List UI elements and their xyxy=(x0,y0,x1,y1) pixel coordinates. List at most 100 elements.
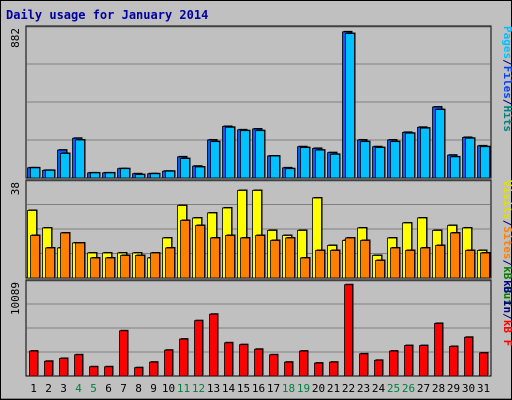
bar-kb-f-day-9 xyxy=(149,361,158,377)
bar-files-day-27 xyxy=(420,127,430,179)
panel-top-legend-item: / xyxy=(501,59,512,66)
bar-files-day-24 xyxy=(375,147,385,179)
bar-files-day-31 xyxy=(480,146,490,179)
x-tick-label-28: 28 xyxy=(432,382,445,395)
bar-kb-f-day-5 xyxy=(89,366,98,377)
bar-sites-day-15 xyxy=(240,237,250,279)
x-tick-label-23: 23 xyxy=(357,382,370,395)
bar-sites-day-23 xyxy=(360,240,370,279)
bar-files-day-7 xyxy=(120,168,130,179)
bar-kb-f-day-14 xyxy=(224,342,233,377)
x-tick-label-1: 1 xyxy=(30,382,37,395)
x-tick-label-3: 3 xyxy=(60,382,67,395)
x-tick-label-16: 16 xyxy=(252,382,265,395)
bar-kb-f-day-1 xyxy=(29,350,38,377)
bar-kb-f-day-20 xyxy=(314,362,323,377)
bar-sites-day-5 xyxy=(90,257,100,279)
x-tick-label-10: 10 xyxy=(162,382,175,395)
bar-sites-day-29 xyxy=(450,232,460,279)
x-tick-label-12: 12 xyxy=(192,382,205,395)
bar-kb-f-day-6 xyxy=(104,366,113,377)
x-tick-label-22: 22 xyxy=(342,382,355,395)
x-tick-label-24: 24 xyxy=(372,382,386,395)
bar-sites-day-18 xyxy=(285,237,295,279)
x-tick-label-4: 4 xyxy=(75,382,82,395)
bar-sites-day-22 xyxy=(345,237,355,279)
bar-files-day-21 xyxy=(330,153,340,179)
bar-files-day-18 xyxy=(285,168,295,179)
bar-sites-day-11 xyxy=(180,220,190,279)
panel-top-ymax-label: 882 xyxy=(9,28,22,48)
panel-bottom-legend: kB In/kB F xyxy=(501,280,512,346)
bar-files-day-14 xyxy=(225,126,235,179)
panel-top-legend-item: Hits xyxy=(501,106,512,133)
bar-sites-day-6 xyxy=(105,257,115,279)
bar-sites-day-12 xyxy=(195,225,205,279)
bar-files-day-11 xyxy=(180,158,190,179)
bar-sites-day-14 xyxy=(225,235,235,279)
bar-files-day-25 xyxy=(390,141,400,179)
x-tick-label-8: 8 xyxy=(135,382,142,395)
panel-top-legend: Pages/Files/Hits xyxy=(501,26,512,132)
x-tick-label-9: 9 xyxy=(150,382,157,395)
x-tick-label-26: 26 xyxy=(402,382,415,395)
bar-files-day-3 xyxy=(60,153,70,179)
bar-kb-f-day-24 xyxy=(374,359,383,377)
bar-files-day-20 xyxy=(315,149,325,179)
x-tick-label-6: 6 xyxy=(105,382,112,395)
x-tick-label-29: 29 xyxy=(447,382,460,395)
bar-files-day-15 xyxy=(240,130,250,179)
panel-top-legend-item: Files xyxy=(501,66,512,99)
bar-files-day-13 xyxy=(210,141,220,179)
chart-title: Daily usage for January 2014 xyxy=(6,8,208,22)
bar-files-day-28 xyxy=(435,109,445,179)
x-tick-label-11: 11 xyxy=(177,382,190,395)
bar-sites-day-28 xyxy=(435,245,445,279)
bar-sites-day-10 xyxy=(165,247,175,279)
panel-middle-legend: Visits/Sites/kB Out xyxy=(501,180,512,306)
panel-middle-legend-item: / xyxy=(501,220,512,227)
bar-files-day-29 xyxy=(450,156,460,179)
x-tick-label-14: 14 xyxy=(222,382,236,395)
bar-sites-day-3 xyxy=(60,232,70,279)
x-tick-label-5: 5 xyxy=(90,382,97,395)
x-tick-label-7: 7 xyxy=(120,382,127,395)
bar-kb-f-day-25 xyxy=(389,350,398,377)
bar-kb-f-day-4 xyxy=(74,354,83,377)
bar-files-day-4 xyxy=(75,139,85,179)
x-tick-label-30: 30 xyxy=(462,382,475,395)
bar-sites-day-19 xyxy=(300,257,310,279)
bar-sites-day-9 xyxy=(150,252,160,279)
bar-files-day-16 xyxy=(255,130,265,179)
bar-sites-day-27 xyxy=(420,247,430,279)
bar-files-day-12 xyxy=(195,166,205,179)
bar-kb-f-day-17 xyxy=(269,354,278,377)
bar-kb-f-day-11 xyxy=(179,338,188,377)
bar-sites-day-17 xyxy=(270,240,280,279)
x-tick-label-19: 19 xyxy=(297,382,310,395)
bar-sites-day-16 xyxy=(255,235,265,279)
panel-middle-legend-item: / xyxy=(501,260,512,267)
bar-kb-f-day-27 xyxy=(419,345,428,377)
bar-files-day-30 xyxy=(465,137,475,179)
bar-files-day-10 xyxy=(165,170,175,179)
bar-files-day-26 xyxy=(405,132,415,179)
bar-sites-day-26 xyxy=(405,250,415,279)
bar-kb-f-day-22 xyxy=(344,284,353,377)
bar-kb-f-day-23 xyxy=(359,353,368,377)
bar-kb-f-day-8 xyxy=(134,367,143,377)
bar-sites-day-31 xyxy=(480,252,490,279)
panel-bottom-ymax-label: 10089 xyxy=(9,282,22,315)
x-tick-label-21: 21 xyxy=(327,382,340,395)
bar-kb-f-day-13 xyxy=(209,313,218,377)
panel-middle-legend-item: kB Out xyxy=(501,266,512,306)
bar-sites-day-2 xyxy=(45,247,55,279)
panel-bottom-legend-item: / xyxy=(501,313,512,320)
bar-kb-f-day-2 xyxy=(44,360,53,377)
bar-files-day-9 xyxy=(150,173,160,179)
bar-kb-f-day-30 xyxy=(464,336,473,377)
bar-kb-f-day-7 xyxy=(119,330,128,377)
x-tick-label-18: 18 xyxy=(282,382,295,395)
panel-middle-ymax-label: 38 xyxy=(9,182,22,195)
x-tick-label-17: 17 xyxy=(267,382,280,395)
